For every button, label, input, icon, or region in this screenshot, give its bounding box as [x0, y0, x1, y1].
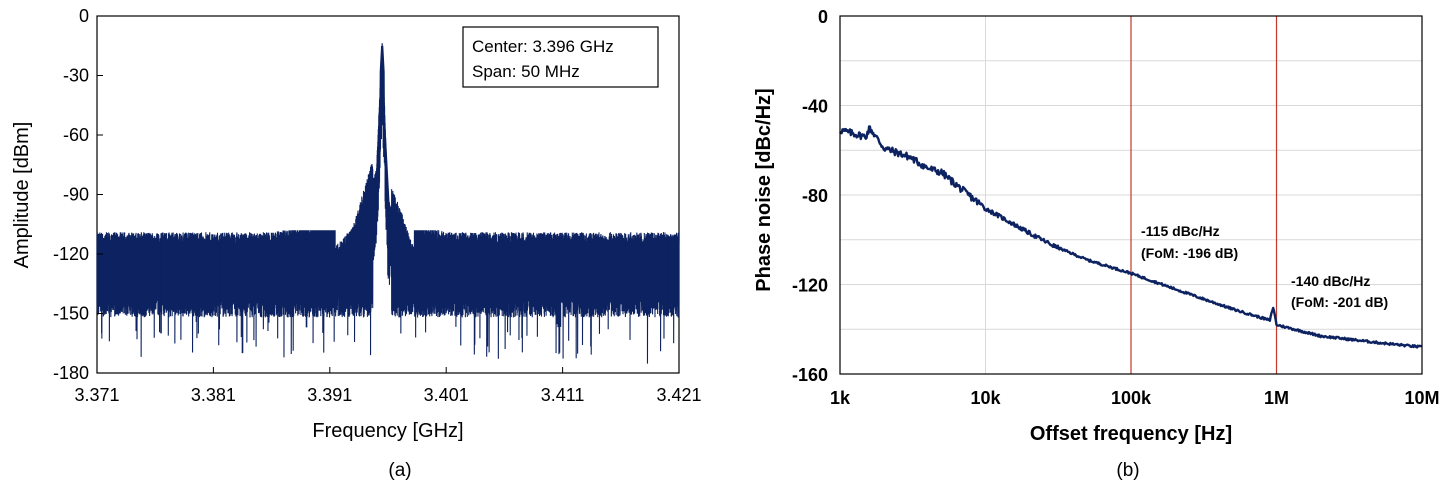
spectrum-carrier-peak [371, 45, 393, 261]
spectrum-info-box: Center: 3.396 GHz Span: 50 MHz [462, 26, 659, 88]
phase-noise-x-tick-label: 1M [1264, 388, 1289, 408]
annotation-1m: -140 dBc/Hz (FoM: -201 dB) [1291, 273, 1388, 310]
phase-noise-x-tick-label: 1k [830, 388, 851, 408]
annotation-100k-value: -115 dBc/Hz [1141, 223, 1220, 239]
info-box-center: Center: 3.396 GHz [472, 37, 614, 56]
phase-noise-y-tick-label: -40 [802, 97, 828, 117]
spectrum-x-tick-label: 3.381 [191, 385, 236, 405]
phase-noise-y-tick-label: -160 [792, 365, 828, 385]
annotation-1m-value: -140 dBc/Hz [1291, 273, 1370, 289]
phase-noise-curve [839, 125, 1423, 349]
spectrum-y-tick-label: -120 [53, 244, 89, 264]
spectrum-x-tick-label: 3.411 [541, 385, 585, 405]
phase-noise-y-tick-label: -120 [792, 276, 828, 296]
annotation-100k-fom: (FoM: -196 dB) [1141, 245, 1238, 261]
spectrum-x-axis-label: Frequency [GHz] [312, 420, 463, 442]
panel-b-caption: (b) [1116, 460, 1139, 481]
phase-noise-trace [839, 125, 1423, 349]
spectrum-x-tick-label: 3.391 [307, 385, 352, 405]
spectrum-x-tick-label: 3.371 [74, 385, 119, 405]
spectrum-y-tick-label: -90 [63, 185, 89, 205]
spectrum-x-tick-label: 3.421 [656, 385, 701, 405]
phase-noise-y-tick-label: 0 [818, 7, 828, 27]
spectrum-trace [96, 43, 680, 364]
spectrum-noise-band [96, 43, 680, 364]
spectrum-y-tick-label: 0 [79, 6, 89, 26]
annotation-100k: -115 dBc/Hz (FoM: -196 dB) [1141, 223, 1238, 261]
annotation-1m-fom: (FoM: -201 dB) [1291, 294, 1388, 310]
spectrum-y-axis-label: Amplitude [dBm] [11, 122, 33, 269]
phase-noise-x-tick-label: 10M [1404, 388, 1439, 408]
phase-noise-x-axis-label: Offset frequency [Hz] [1030, 423, 1232, 445]
info-box-span: Span: 50 MHz [472, 62, 580, 81]
spectrum-y-tick-label: -60 [63, 125, 89, 145]
phase-noise-y-axis-label: Phase noise [dBc/Hz] [753, 88, 775, 291]
phase-noise-y-tick-label: -80 [802, 186, 828, 206]
phase-noise-marker-lines [1130, 16, 1278, 374]
spectrum-y-tick-label: -30 [63, 66, 89, 86]
spectrum-y-tick-label: -150 [53, 304, 89, 324]
phase-noise-x-tick-label: 100k [1111, 388, 1152, 408]
phase-noise-x-tick-label: 10k [970, 388, 1001, 408]
panel-a-caption: (a) [388, 460, 411, 481]
spectrum-y-tick-label: -180 [53, 363, 89, 383]
spectrum-x-tick-label: 3.401 [424, 385, 469, 405]
